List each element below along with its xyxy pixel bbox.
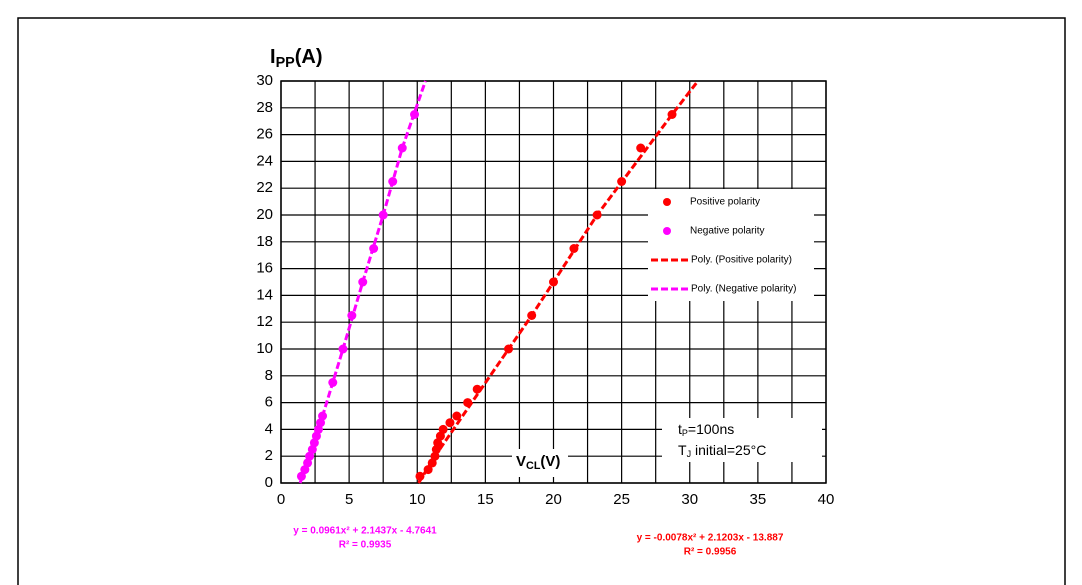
y-axis-label: IPP(A) <box>270 46 323 71</box>
y-axis-label-rest: (A) <box>295 46 323 68</box>
y-tick-label: 4 <box>265 420 273 437</box>
y-tick-label: 8 <box>265 367 273 384</box>
legend-label: Positive polarity <box>690 197 760 208</box>
equation: y = 0.0961x² + 2.1437x - 4.7641 <box>293 526 437 537</box>
x-axis-label: VCL(V) <box>516 453 560 472</box>
cond-rest: initial=25°C <box>691 442 766 458</box>
data-point <box>445 418 455 428</box>
y-axis-label-sub: PP <box>276 55 296 71</box>
y-tick-label: 14 <box>256 286 273 303</box>
x-tick-label: 15 <box>477 491 494 508</box>
y-tick-label: 28 <box>256 99 273 116</box>
x-axis-label-sub: CL <box>526 460 541 472</box>
y-tick-label: 0 <box>265 474 273 491</box>
data-point <box>438 424 448 434</box>
y-tick-label: 2 <box>265 447 273 464</box>
condition-text: tP=100ns <box>678 421 734 439</box>
cond-rest: =100ns <box>688 421 734 437</box>
x-tick-label: 20 <box>545 491 562 508</box>
x-label-bg <box>512 449 568 477</box>
r-squared: R² = 0.9956 <box>684 547 737 558</box>
y-tick-label: 22 <box>256 179 273 196</box>
y-tick-label: 12 <box>256 313 273 330</box>
x-tick-label: 5 <box>345 491 353 508</box>
legend-marker <box>663 227 671 235</box>
trend-line <box>298 80 427 484</box>
data-point <box>431 445 441 454</box>
frame <box>17 17 1066 585</box>
x-tick-label: 35 <box>750 491 767 508</box>
x-tick-label: 30 <box>681 491 698 508</box>
y-axis-label-main: I <box>270 46 276 68</box>
y-tick-label: 26 <box>256 126 273 143</box>
y-tick-label: 20 <box>256 206 273 223</box>
data-point <box>636 143 646 153</box>
y-tick-label: 10 <box>256 340 273 357</box>
condition-text: TJ initial=25°C <box>678 442 766 460</box>
x-axis-label-main: V <box>516 453 526 470</box>
data-point <box>472 384 482 394</box>
y-tick-label: 24 <box>256 152 273 169</box>
x-axis-label-rest: (V) <box>540 453 560 470</box>
legend-label: Poly. (Positive polarity) <box>691 255 792 266</box>
y-tick-label: 6 <box>265 394 273 411</box>
r-squared: R² = 0.9935 <box>339 540 392 551</box>
x-tick-label: 40 <box>818 491 835 508</box>
cond-main: t <box>678 421 682 437</box>
condition-box <box>662 418 822 462</box>
cond-sub: P <box>682 428 688 438</box>
cond-sub: J <box>687 449 692 459</box>
legend-marker <box>663 198 671 206</box>
y-tick-label: 18 <box>256 233 273 250</box>
equation: y = -0.0078x² + 2.1203x - 13.887 <box>637 533 784 544</box>
trend-line <box>417 80 700 484</box>
cond-main: T <box>678 442 687 458</box>
y-tick-label: 30 <box>256 72 273 89</box>
legend-box <box>648 189 814 301</box>
legend-label: Poly. (Negative polarity) <box>691 284 796 295</box>
x-tick-label: 10 <box>409 491 426 508</box>
plot-border <box>280 80 827 484</box>
data-point <box>452 411 462 421</box>
y-tick-label: 16 <box>256 260 273 277</box>
x-tick-label: 0 <box>277 491 285 508</box>
legend-label: Negative polarity <box>690 226 764 237</box>
x-tick-label: 25 <box>613 491 630 508</box>
